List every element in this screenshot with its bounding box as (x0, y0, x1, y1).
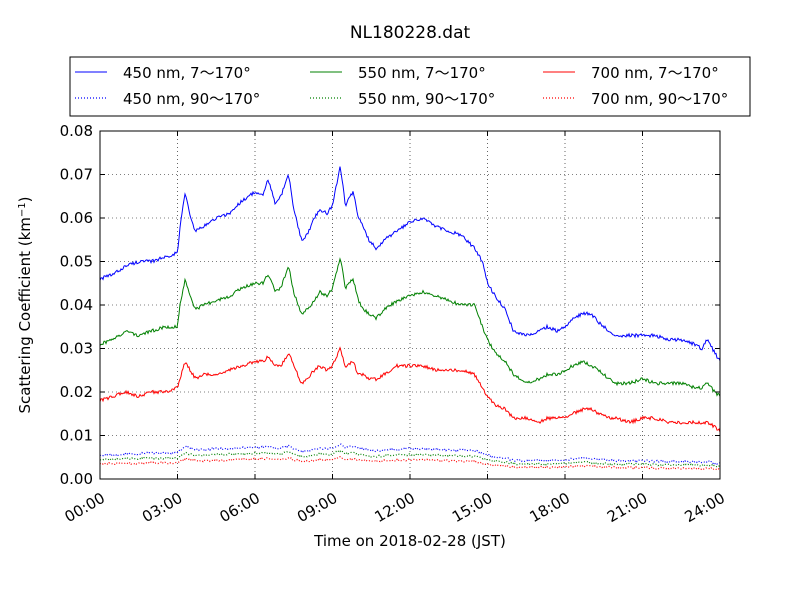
y-tick-label: 0.00 (60, 470, 93, 488)
y-tick-label: 0.01 (60, 427, 93, 445)
x-tick-labels: 00:00 03:00 06:00 09:00 12:00 15:00 18:00 21:00… (62, 489, 728, 526)
y-axis-label: Scattering Coefficient (km−1) (16, 196, 34, 413)
y-tick-label: 0.08 (60, 122, 93, 140)
legend-label-1: 550 nm, 7～170° (358, 64, 486, 82)
x-tick-label: 15:00 (449, 489, 495, 526)
series-group (99, 166, 721, 471)
series-line-4 (99, 449, 721, 468)
legend-label-2: 700 nm, 7～170° (591, 64, 719, 82)
x-axis-label: Time on 2018-02-28 (JST) (313, 532, 506, 550)
y-tick-label: 0.03 (60, 340, 93, 358)
x-tick-label: 18:00 (527, 489, 573, 526)
series-line-0 (99, 166, 721, 361)
y-tick-labels: 0.00 0.01 0.02 0.03 0.04 0.05 0.06 0.07 0.08 (60, 122, 93, 488)
series-line-2 (99, 346, 721, 433)
x-tick-label: 03:00 (139, 489, 185, 526)
y-tick-label: 0.05 (60, 253, 93, 271)
legend: 450 nm, 7～170° 450 nm, 90～170° 550 nm, 7～1… (69, 56, 751, 117)
legend-frame (69, 56, 751, 117)
y-tick-label: 0.07 (60, 166, 93, 184)
axis-ticks (99, 130, 721, 480)
x-tick-label: 12:00 (372, 489, 418, 526)
x-tick-label: 24:00 (682, 489, 728, 526)
series-line-1 (99, 257, 721, 397)
legend-label-3: 450 nm, 90～170° (123, 90, 260, 108)
grid (100, 131, 720, 479)
y-axis-label-close: ) (16, 196, 34, 202)
chart-title: NL180228.dat (350, 23, 471, 43)
series-line-3 (99, 443, 721, 466)
y-tick-label: 0.06 (60, 209, 93, 227)
legend-label-4: 550 nm, 90～170° (358, 90, 495, 108)
y-tick-label: 0.04 (60, 296, 93, 314)
y-tick-label: 0.02 (60, 383, 93, 401)
y-axis-label-superscript: −1 (17, 202, 28, 217)
x-tick-label: 21:00 (604, 489, 650, 526)
legend-label-5: 700 nm, 90～170° (591, 90, 728, 108)
x-tick-label: 09:00 (294, 489, 340, 526)
legend-label-0: 450 nm, 7～170° (123, 64, 251, 82)
series-line-5 (99, 455, 721, 471)
x-tick-label: 06:00 (217, 489, 263, 526)
y-axis-label-main: Scattering Coefficient (km (16, 217, 34, 413)
x-tick-label: 00:00 (62, 489, 108, 526)
